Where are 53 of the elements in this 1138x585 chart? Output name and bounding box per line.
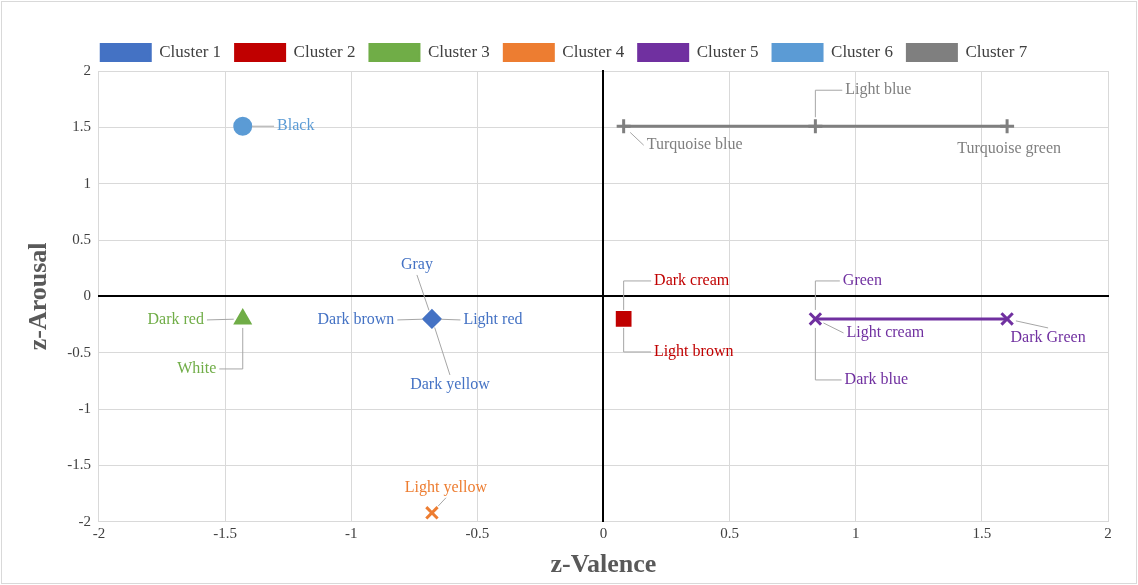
annotation: Dark red (147, 310, 204, 328)
x-tick-label: -1 (344, 524, 358, 541)
annotation: Light red (463, 310, 523, 329)
legend-label: Cluster 6 (831, 41, 893, 61)
y-tick-label: 1.5 (72, 118, 91, 135)
annotation: Turquoise green (957, 139, 1062, 158)
y-tick-label: -1 (78, 400, 91, 417)
x-tick-label: 1 (851, 524, 860, 541)
y-tick-label: -2 (78, 512, 91, 529)
y-axis-title: z-Arousal (23, 242, 53, 351)
point (233, 116, 253, 136)
annotation: Dark yellow (410, 375, 491, 394)
annotation: Turquoise blue (646, 135, 743, 154)
legend-label: Cluster 7 (965, 41, 1028, 61)
x-axis-title: z-Valence (550, 549, 657, 579)
point (615, 117, 633, 135)
legend-label: Cluster 2 (293, 41, 356, 61)
annotation: Green (842, 271, 882, 289)
annotation: Dark Green (1010, 328, 1086, 346)
point (234, 309, 252, 325)
annotation: Dark blue (844, 370, 909, 388)
annotation: Light cream (846, 323, 925, 342)
x-tick-label: -1.5 (213, 524, 237, 541)
annotation: White (177, 359, 217, 377)
annotation: Dark brown (317, 310, 395, 328)
y-tick-label: 0.5 (72, 230, 91, 247)
x-tick-label: -0.5 (465, 524, 490, 541)
legend-label: Cluster 1 (159, 41, 222, 61)
y-tick-label: 2 (83, 61, 91, 78)
legend-label: Cluster 4 (562, 41, 625, 61)
y-tick-label: -0.5 (67, 343, 91, 360)
annotation: Gray (400, 255, 433, 274)
x-tick-label: 0 (599, 524, 608, 541)
point (615, 311, 632, 327)
legend-label: Cluster 5 (696, 41, 759, 61)
y-tick-label: 0 (83, 287, 91, 304)
annotation: Light brown (653, 342, 734, 361)
annotation: Light blue (845, 80, 912, 99)
x-tick-label: 2 (1104, 524, 1112, 541)
y-tick-label: 1 (83, 174, 91, 191)
point (422, 309, 442, 329)
point (808, 311, 823, 327)
x-tick-label: 1.5 (972, 524, 992, 541)
x-tick-label: 0.5 (720, 524, 739, 541)
y-tick-label: -1.5 (67, 456, 91, 473)
point (998, 117, 1016, 135)
annotation: Black (277, 116, 315, 134)
point (424, 505, 440, 520)
point (999, 311, 1015, 327)
point (806, 117, 824, 135)
legend-label: Cluster 3 (427, 41, 490, 61)
annotation: Light yellow (404, 477, 488, 496)
annotation: Dark cream (654, 271, 730, 289)
